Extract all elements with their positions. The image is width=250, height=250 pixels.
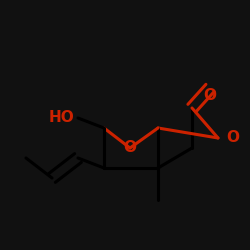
Text: HO: HO <box>48 110 74 126</box>
Text: O: O <box>226 130 239 146</box>
Text: O: O <box>204 88 216 104</box>
Text: O: O <box>124 140 136 156</box>
